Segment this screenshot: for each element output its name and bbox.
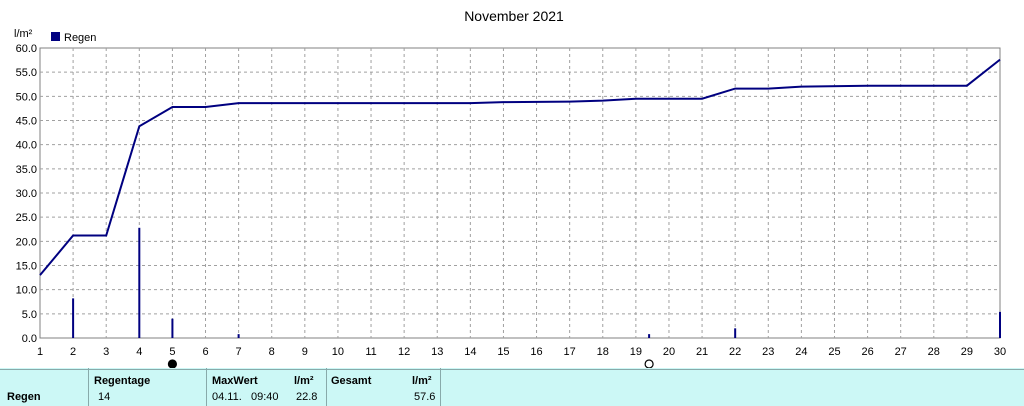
y-tick-label: 25.0 <box>16 212 37 224</box>
summary-table: Regen Regentage 14 MaxWert l/m² 04.11. 0… <box>0 368 1024 406</box>
rain-chart: November 2021 l/m² Regen 0.0 5.0 10.0 15.0 2… <box>14 8 1006 368</box>
summary-separator <box>326 368 327 406</box>
y-tick-label: 50.0 <box>16 91 37 103</box>
header-max-unit: l/m² <box>294 375 314 387</box>
y-tick-label: 40.0 <box>16 140 37 152</box>
value-max: 22.8 <box>296 391 318 403</box>
x-tick-label: 6 <box>202 346 208 358</box>
y-tick-label: 30.0 <box>16 188 37 200</box>
summary-row-label: Regen <box>7 391 41 403</box>
x-tick-label: 13 <box>431 346 443 358</box>
rain-bar <box>237 334 240 338</box>
y-tick-label: 55.0 <box>16 67 37 79</box>
x-tick-label: 23 <box>762 346 774 358</box>
rain-bar <box>648 334 651 338</box>
x-tick-label: 3 <box>103 346 109 358</box>
y-tick-label: 15.0 <box>16 261 37 273</box>
x-tick-label: 9 <box>302 346 308 358</box>
rain-bar <box>171 318 174 338</box>
x-tick-label: 10 <box>332 346 344 358</box>
y-tick-label: 20.0 <box>16 236 37 248</box>
x-tick-label: 15 <box>497 346 509 358</box>
x-tick-label: 29 <box>961 346 973 358</box>
value-max-date: 04.11. <box>212 391 242 403</box>
y-tick-label: 60.0 <box>16 43 37 55</box>
x-tick-label: 26 <box>861 346 873 358</box>
x-tick-label: 27 <box>895 346 907 358</box>
legend-swatch <box>51 32 60 41</box>
x-tick-label: 14 <box>464 346 476 358</box>
x-tick-label: 5 <box>169 346 175 358</box>
y-tick-label: 35.0 <box>16 164 37 176</box>
plot-area: 0.0 5.0 10.0 15.0 20.0 25.0 30.0 35.0 40.0 45.0 50… <box>16 43 1006 368</box>
header-total: Gesamt <box>331 375 372 387</box>
y-tick-label: 10.0 <box>16 285 37 297</box>
full-moon-icon <box>644 359 654 368</box>
x-tick-label: 4 <box>136 346 142 358</box>
x-tick-label: 20 <box>663 346 675 358</box>
rain-bar <box>138 227 141 338</box>
y-tick-label: 45.0 <box>16 116 37 128</box>
x-tick-label: 22 <box>729 346 741 358</box>
x-tick-label: 16 <box>530 346 542 358</box>
x-tick-label: 11 <box>365 346 376 358</box>
header-max-value: MaxWert <box>212 375 258 387</box>
cumulative-rain-line <box>39 58 1001 276</box>
y-tick-label: 5.0 <box>22 309 37 321</box>
header-total-unit: l/m² <box>412 375 432 387</box>
value-rain-days: 14 <box>98 391 111 403</box>
value-max-time: 09:40 <box>251 391 279 403</box>
x-tick-label: 21 <box>696 346 708 358</box>
new-moon-icon <box>167 359 178 368</box>
legend-label: Regen <box>64 32 96 44</box>
y-tick-label: 0.0 <box>22 333 37 345</box>
x-tick-label: 12 <box>398 346 410 358</box>
y-axis-unit: l/m² <box>14 28 33 40</box>
rain-bar <box>734 328 737 338</box>
x-tick-label: 19 <box>630 346 642 358</box>
x-tick-label: 1 <box>37 346 43 358</box>
rain-bar <box>72 298 75 338</box>
chart-title: November 2021 <box>464 8 564 24</box>
x-tick-label: 7 <box>236 346 242 358</box>
summary-separator <box>206 368 207 406</box>
summary-separator <box>88 368 89 406</box>
rain-bar <box>999 311 1001 338</box>
x-tick-label: 8 <box>269 346 275 358</box>
summary-top-border <box>0 369 1024 370</box>
header-rain-days: Regentage <box>94 375 151 387</box>
value-total: 57.6 <box>414 391 436 403</box>
x-tick-label: 18 <box>597 346 609 358</box>
x-tick-label: 28 <box>928 346 940 358</box>
x-tick-label: 17 <box>564 346 576 358</box>
x-tick-label: 2 <box>70 346 76 358</box>
summary-separator <box>440 368 441 406</box>
x-tick-label: 30 <box>994 346 1006 358</box>
x-tick-label: 24 <box>795 346 807 358</box>
x-tick-label: 25 <box>828 346 840 358</box>
